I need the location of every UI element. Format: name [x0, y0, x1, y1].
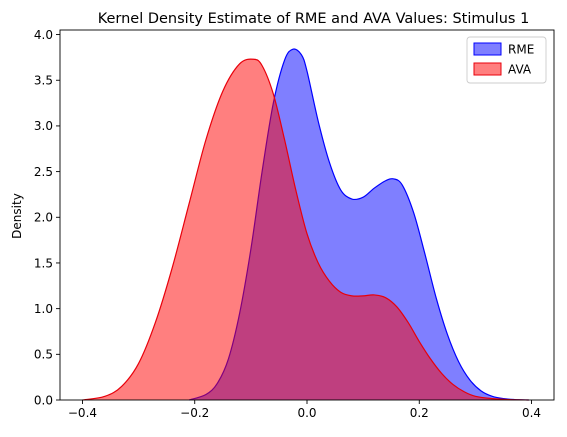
x-tick-label: 0.2 [410, 406, 429, 420]
x-tick-label: −0.2 [180, 406, 209, 420]
x-tick-label: −0.4 [68, 406, 97, 420]
y-tick-label: 1.0 [34, 302, 53, 316]
y-axis-label: Density [10, 193, 24, 239]
legend-swatch-rme [473, 42, 502, 56]
series-ava-line [82, 58, 529, 401]
legend-label-ava: AVA [508, 63, 532, 77]
legend-label-rme: RME [508, 43, 534, 57]
chart-title: Kernel Density Estimate of RME and AVA V… [98, 11, 530, 27]
y-tick-label: 2.0 [34, 211, 53, 225]
axes-layer: −0.4 −0.2 0.0 0.2 0.4 0.0 0.5 1.0 1.5 2.0 2.5 3.0 3.… [34, 28, 555, 420]
x-tick-label: 0.4 [522, 406, 541, 420]
x-tick-label: 0.0 [297, 406, 316, 420]
y-tick-label: 3.5 [34, 74, 53, 88]
y-tick-label: 1.5 [34, 256, 53, 270]
legend: RME AVA [466, 36, 547, 84]
y-tick-label: 0.5 [34, 348, 53, 362]
y-tick-label: 3.0 [34, 119, 53, 133]
legend-swatch-ava [473, 62, 502, 76]
series-layer [82, 48, 529, 401]
y-tick-label: 0.0 [34, 393, 53, 407]
y-tick-label: 4.0 [34, 28, 53, 42]
y-tick-label: 2.5 [34, 165, 53, 179]
